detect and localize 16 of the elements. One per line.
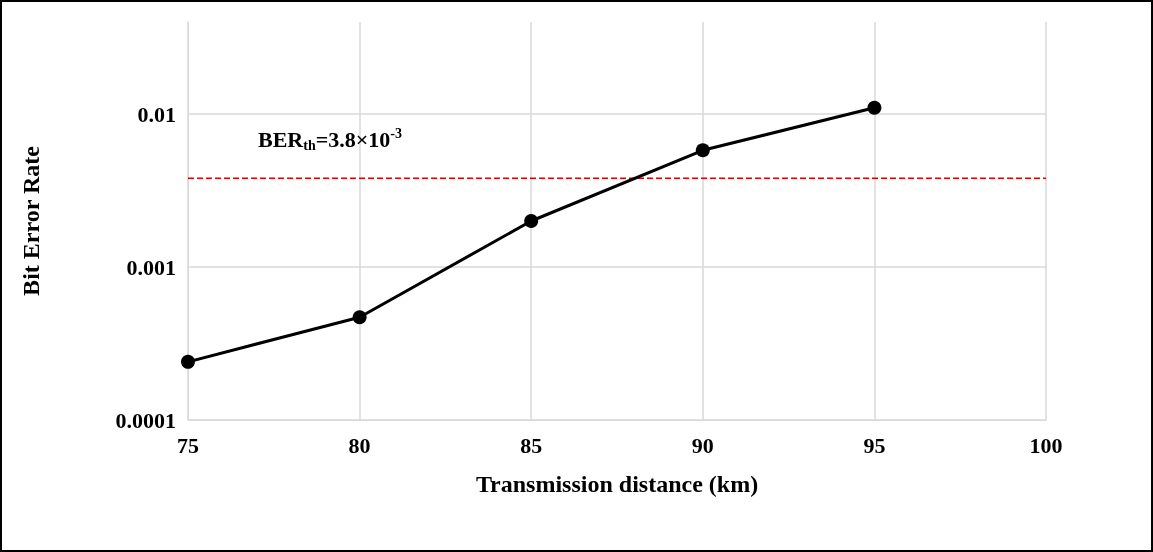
y-tick-label: 0.0001: [115, 407, 176, 433]
point: [524, 214, 539, 228]
point: [867, 100, 882, 115]
y-tick-label: 0.001: [126, 254, 176, 280]
y-tick-label: 0.01: [137, 101, 176, 127]
point: [695, 143, 710, 158]
x-tick-label: 90: [691, 432, 714, 458]
x-tick-label: 100: [1029, 432, 1063, 458]
x-tick-label: 95: [863, 432, 886, 458]
point: [352, 310, 367, 325]
x-axis-title: Transmission distance (km): [475, 471, 759, 497]
x-tick-label: 75: [177, 432, 199, 458]
point: [181, 354, 195, 369]
y-axis-title: Bit Error Rate: [18, 145, 44, 296]
x-tick-label: 80: [348, 432, 371, 458]
x-tick-label: 85: [520, 432, 543, 458]
